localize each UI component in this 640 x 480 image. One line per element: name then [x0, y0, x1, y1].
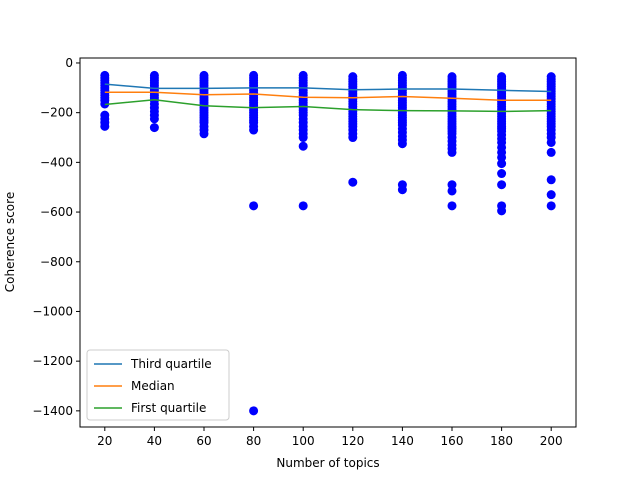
scatter-point [298, 141, 308, 151]
y-axis-ticks: 0 −200 −400 −600 −800 −1000 −1200 −1400 [32, 56, 80, 418]
scatter-point [298, 201, 308, 211]
y-tick-label: 0 [65, 56, 73, 70]
scatter-point [249, 201, 259, 211]
x-tick-label: 140 [391, 434, 414, 448]
scatter-point [249, 125, 259, 135]
scatter-point [447, 201, 457, 211]
x-tick-label: 40 [147, 434, 162, 448]
scatter-point [497, 159, 507, 169]
scatter-point [447, 186, 457, 196]
y-tick-label: −200 [40, 106, 73, 120]
scatter-point [497, 169, 507, 179]
scatter-point [149, 123, 159, 133]
scatter-point [447, 147, 457, 157]
series-line-2 [104, 91, 552, 101]
scatter-point [546, 137, 556, 147]
x-tick-label: 180 [490, 434, 513, 448]
y-tick-label: −1200 [32, 354, 73, 368]
scatter-point [397, 185, 407, 195]
series-line-1 [104, 83, 552, 93]
scatter-point [546, 190, 556, 200]
scatter-point [298, 133, 308, 143]
y-tick-label: −1400 [32, 404, 73, 418]
scatter-point [447, 180, 457, 190]
y-axis-label: Coherence score [3, 192, 17, 292]
scatter-point [149, 114, 159, 124]
scatter-point [249, 406, 259, 416]
scatter-point [348, 133, 358, 143]
x-tick-label: 80 [246, 434, 261, 448]
scatter-point [348, 177, 358, 187]
x-tick-label: 200 [540, 434, 563, 448]
y-tick-label: −600 [40, 205, 73, 219]
lines-layer [104, 83, 552, 113]
x-tick-label: 160 [441, 434, 464, 448]
legend: Third quartile Median First quartile [86, 349, 230, 421]
legend-label-2: Median [131, 379, 175, 393]
x-axis-label: Number of topics [276, 456, 379, 470]
legend-label-3: First quartile [131, 401, 206, 415]
plot-frame [79, 57, 577, 428]
scatter-point [497, 152, 507, 162]
x-tick-label: 60 [196, 434, 211, 448]
y-tick-label: −400 [40, 155, 73, 169]
series-line-3 [104, 98, 552, 113]
scatter-point [546, 147, 556, 157]
y-tick-label: −800 [40, 255, 73, 269]
x-tick-label: 120 [341, 434, 364, 448]
scatter-point [397, 139, 407, 149]
x-tick-label: 100 [292, 434, 315, 448]
legend-label-1: Third quartile [130, 357, 212, 371]
y-tick-label: −1000 [32, 304, 73, 318]
scatter-point [546, 175, 556, 185]
scatter-point [199, 129, 209, 139]
x-tick-label: 20 [97, 434, 112, 448]
scatter-point [497, 180, 507, 190]
legend-box [86, 349, 230, 421]
scatter-point [100, 121, 110, 131]
x-axis-ticks: 20 40 60 80 100 120 140 160 180 200 [97, 427, 563, 448]
scatter-point [497, 206, 507, 216]
scatter-point [546, 201, 556, 211]
